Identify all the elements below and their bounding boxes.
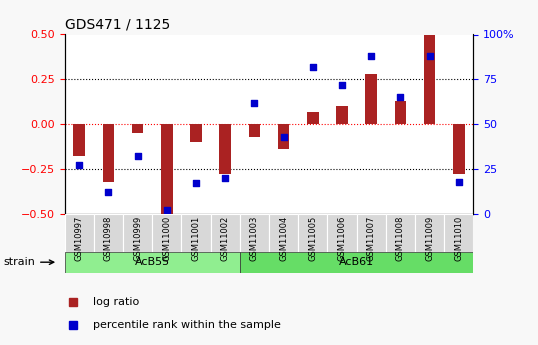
Bar xyxy=(65,34,94,214)
Bar xyxy=(220,124,231,175)
Point xyxy=(250,100,259,106)
Text: GSM11005: GSM11005 xyxy=(308,216,317,261)
FancyBboxPatch shape xyxy=(269,214,298,252)
Bar xyxy=(424,34,435,124)
Text: GSM11010: GSM11010 xyxy=(454,216,463,261)
Point xyxy=(455,179,463,184)
Text: percentile rank within the sample: percentile rank within the sample xyxy=(93,320,281,330)
Point xyxy=(221,175,230,181)
Text: GSM11003: GSM11003 xyxy=(250,216,259,261)
Bar xyxy=(152,34,181,214)
FancyBboxPatch shape xyxy=(415,214,444,252)
Point xyxy=(338,82,346,88)
Bar xyxy=(453,124,465,175)
Text: GSM11002: GSM11002 xyxy=(221,216,230,261)
FancyBboxPatch shape xyxy=(152,214,181,252)
Bar xyxy=(307,112,318,124)
Text: GSM10998: GSM10998 xyxy=(104,216,113,261)
Text: GSM11009: GSM11009 xyxy=(425,216,434,261)
Bar xyxy=(336,106,348,124)
FancyBboxPatch shape xyxy=(357,214,386,252)
FancyBboxPatch shape xyxy=(328,214,357,252)
Point xyxy=(192,181,200,186)
FancyBboxPatch shape xyxy=(240,214,269,252)
Bar xyxy=(328,34,357,214)
Point xyxy=(162,208,171,213)
Bar xyxy=(415,34,444,214)
Bar xyxy=(249,124,260,137)
Bar xyxy=(132,124,144,133)
Bar xyxy=(190,124,202,142)
FancyBboxPatch shape xyxy=(444,214,473,252)
Point xyxy=(308,64,317,70)
Bar xyxy=(181,34,210,214)
Bar xyxy=(73,124,85,157)
Point xyxy=(426,53,434,59)
FancyBboxPatch shape xyxy=(240,252,473,273)
Text: GDS471 / 1125: GDS471 / 1125 xyxy=(65,18,170,32)
Bar xyxy=(444,34,473,214)
Point xyxy=(104,190,112,195)
Bar xyxy=(394,101,406,124)
Bar xyxy=(210,34,240,214)
Text: GSM10997: GSM10997 xyxy=(75,216,84,261)
Text: GSM10999: GSM10999 xyxy=(133,216,142,261)
Point xyxy=(367,53,376,59)
FancyBboxPatch shape xyxy=(298,214,328,252)
FancyBboxPatch shape xyxy=(123,214,152,252)
Bar xyxy=(94,34,123,214)
Bar xyxy=(298,34,328,214)
Point xyxy=(75,163,83,168)
FancyBboxPatch shape xyxy=(65,252,240,273)
FancyBboxPatch shape xyxy=(65,214,94,252)
Text: strain: strain xyxy=(3,257,54,267)
Text: GSM11008: GSM11008 xyxy=(396,216,405,261)
FancyBboxPatch shape xyxy=(386,214,415,252)
Bar xyxy=(103,124,114,181)
Bar xyxy=(386,34,415,214)
Bar xyxy=(365,74,377,124)
Text: GSM11006: GSM11006 xyxy=(337,216,346,261)
FancyBboxPatch shape xyxy=(181,214,210,252)
Text: AcB55: AcB55 xyxy=(134,257,170,267)
Text: GSM11000: GSM11000 xyxy=(162,216,171,261)
Text: log ratio: log ratio xyxy=(93,297,139,307)
Bar xyxy=(123,34,152,214)
Point xyxy=(396,95,405,100)
Point xyxy=(133,154,142,159)
Bar xyxy=(357,34,386,214)
Text: GSM11004: GSM11004 xyxy=(279,216,288,261)
FancyBboxPatch shape xyxy=(210,214,240,252)
Text: AcB61: AcB61 xyxy=(339,257,374,267)
Point xyxy=(279,134,288,139)
Text: GSM11007: GSM11007 xyxy=(367,216,376,261)
Bar xyxy=(269,34,298,214)
Bar xyxy=(161,124,173,214)
Text: GSM11001: GSM11001 xyxy=(192,216,201,261)
FancyBboxPatch shape xyxy=(94,214,123,252)
Bar xyxy=(278,124,289,149)
Bar xyxy=(240,34,269,214)
